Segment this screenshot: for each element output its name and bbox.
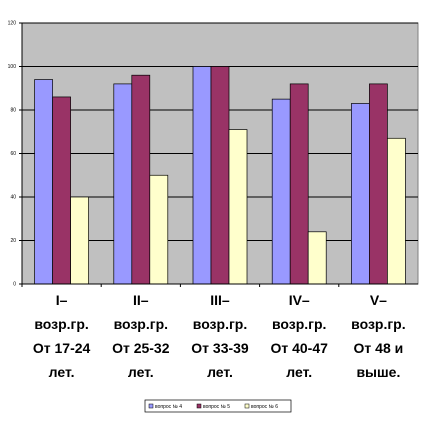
y-tick-label: 100: [8, 64, 17, 70]
bar: [228, 129, 248, 285]
x-tick-label: II– возр.гр. От 25-32 лет.: [112, 292, 170, 380]
x-tick-label: V– возр.гр. От 48 и выше.: [351, 292, 405, 380]
legend-swatch: [148, 403, 154, 409]
y-tick-label: 80: [10, 107, 16, 113]
bar: [52, 96, 71, 285]
bar: [210, 66, 230, 285]
bar: [369, 83, 388, 285]
bar: [70, 196, 89, 285]
legend-swatch: [196, 403, 202, 409]
legend-label: вопрос № 5: [203, 404, 230, 410]
bar: [351, 103, 370, 285]
legend-label: вопрос № 6: [251, 404, 278, 410]
bar: [149, 174, 169, 285]
y-tick-label: 120: [8, 20, 17, 26]
x-tick-label: III– возр.гр. От 33-39 лет.: [191, 292, 249, 380]
bar: [192, 66, 212, 285]
legend-label: вопрос № 4: [155, 404, 182, 410]
legend-swatch: [244, 403, 250, 409]
bar: [271, 98, 291, 285]
bar: [387, 137, 406, 285]
bar: [307, 231, 327, 285]
bar: [131, 74, 151, 285]
legend-box: [144, 399, 292, 413]
y-tick-label: 60: [10, 151, 16, 157]
bar: [113, 83, 133, 285]
bar: [289, 83, 309, 285]
x-tick-label: IV– возр.гр. От 40-47 лет.: [270, 292, 328, 380]
y-tick-label: 40: [10, 194, 16, 200]
x-tick-label: I– возр.гр. От 17-24 лет.: [33, 292, 91, 380]
y-tick-label: 20: [10, 238, 16, 244]
y-tick-label: 0: [13, 281, 16, 287]
bar: [34, 79, 53, 285]
